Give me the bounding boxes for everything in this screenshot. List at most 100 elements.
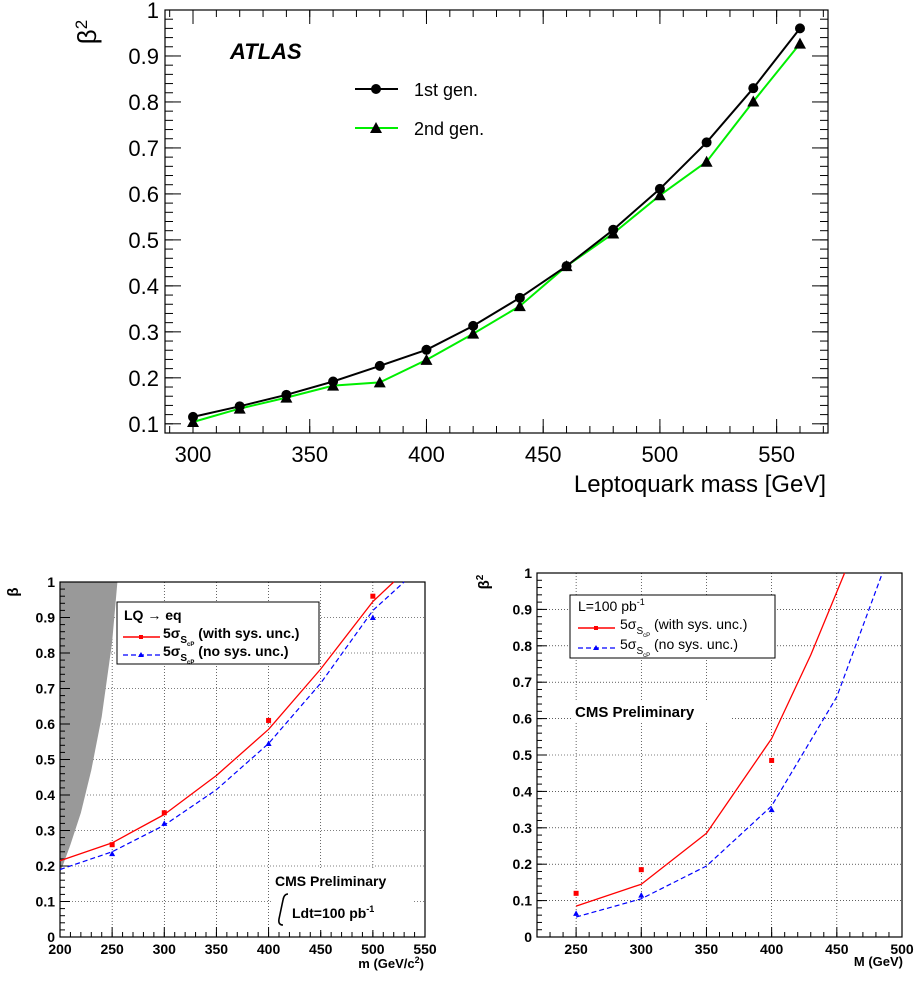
data-point-1st-gen bbox=[748, 83, 759, 94]
y-tick-label: 1 bbox=[147, 0, 159, 23]
data-point-1st-gen bbox=[374, 360, 385, 371]
fit-curve-with-sys bbox=[575, 572, 846, 907]
data-point-2nd-gen bbox=[793, 37, 806, 49]
y-tick-label: 0.5 bbox=[36, 752, 56, 768]
x-tick-label: 450 bbox=[825, 941, 849, 957]
y-tick-label: 0.3 bbox=[128, 320, 159, 345]
data-point-no-sys bbox=[573, 910, 580, 916]
data-point-with-sys bbox=[370, 593, 376, 599]
y-tick-label: 0.7 bbox=[513, 674, 533, 690]
y-tick-label: 0.2 bbox=[513, 856, 533, 872]
legend-marker-no-sys bbox=[138, 652, 144, 657]
data-point-2nd-gen bbox=[700, 155, 713, 167]
y-tick-label: 0.4 bbox=[513, 783, 533, 799]
y-tick-label: 0.3 bbox=[513, 820, 533, 836]
legend-marker-with-sys bbox=[139, 635, 143, 639]
x-tick-label: 200 bbox=[48, 941, 72, 957]
data-point-2nd-gen bbox=[373, 376, 386, 388]
legend-marker-2nd-gen bbox=[370, 122, 382, 133]
data-point-1st-gen bbox=[468, 320, 479, 331]
legend-label-no-sys: 5σScP (no sys. unc.) bbox=[163, 643, 289, 666]
data-series bbox=[187, 23, 806, 427]
legend-marker-with-sys bbox=[594, 626, 598, 630]
y-tick-label: 1 bbox=[47, 574, 55, 590]
data-point-1st-gen bbox=[654, 183, 665, 194]
x-tick-label: 550 bbox=[758, 442, 795, 467]
x-tick-label: 400 bbox=[257, 941, 281, 957]
data-series bbox=[59, 581, 405, 871]
x-axis-label: M (GeV) bbox=[854, 954, 903, 969]
data-point-with-sys bbox=[769, 757, 775, 763]
cms-preliminary-label: CMS Preliminary bbox=[575, 704, 695, 721]
x-tick-label: 500 bbox=[642, 442, 679, 467]
data-point-1st-gen bbox=[514, 292, 525, 303]
x-tick-label: 300 bbox=[630, 941, 654, 957]
plot-frame bbox=[164, 9, 829, 434]
y-tick-label: 0.8 bbox=[128, 90, 159, 115]
atlas-label: ATLAS bbox=[229, 39, 302, 64]
y-tick-label: 0.7 bbox=[36, 681, 56, 697]
legend-label-1st-gen: 1st gen. bbox=[414, 80, 478, 100]
series-line-2nd-gen bbox=[192, 42, 801, 423]
data-point-no-sys bbox=[109, 850, 116, 857]
chart-atlas: 300 350 400 450 500 550 0.1 0.2 0.3 0.4 0.5 0.6 0.7 0… bbox=[72, 0, 829, 498]
y-tick-label: 0.5 bbox=[128, 228, 159, 253]
data-point-1st-gen bbox=[188, 411, 199, 422]
legend: LQ → eq 5σScP (with sys. unc.) 5σScP (no… bbox=[116, 601, 320, 666]
series-line-1st-gen bbox=[192, 27, 801, 418]
chart-cms-beta-squared: 250 300 350 400 450 500 0 0.1 0.2 0.3 0.4 0.5 0.6 0.7… bbox=[475, 565, 914, 969]
data-point-1st-gen bbox=[561, 261, 572, 272]
y-tick-label: 0.6 bbox=[513, 711, 533, 727]
legend: 1st gen. 2nd gen. bbox=[355, 80, 484, 139]
y-tick-label: 1 bbox=[524, 565, 532, 581]
y-tick-label: 0.9 bbox=[36, 610, 56, 626]
y-tick-label: 0.8 bbox=[513, 638, 533, 654]
legend-label-no-sys: 5σScP (no sys. unc.) bbox=[620, 636, 738, 659]
data-point-1st-gen bbox=[281, 389, 292, 400]
x-tick-label: 500 bbox=[361, 941, 385, 957]
data-series bbox=[573, 572, 883, 918]
legend-label-2nd-gen: 2nd gen. bbox=[414, 119, 484, 139]
y-tick-label: 0.2 bbox=[36, 858, 56, 874]
data-point-2nd-gen bbox=[653, 189, 666, 201]
axis-ticks: 200 250 300 350 400 450 500 550 0 0.1 0.2 0.3 0.4 0.5… bbox=[36, 574, 437, 957]
x-tick-label: 350 bbox=[695, 941, 719, 957]
y-tick-label: 0.8 bbox=[36, 645, 56, 661]
excluded-region bbox=[60, 582, 118, 874]
axis-ticks: 300 350 400 450 500 550 0.1 0.2 0.3 0.4 0.5 0.6 0.7 0… bbox=[128, 0, 828, 467]
x-tick-label: 300 bbox=[153, 941, 177, 957]
x-tick-label: 250 bbox=[100, 941, 124, 957]
y-tick-label: 0 bbox=[47, 929, 55, 945]
annotation-box bbox=[572, 700, 730, 722]
x-tick-label: 400 bbox=[408, 442, 445, 467]
y-tick-label: 0.1 bbox=[128, 412, 159, 437]
y-tick-label: 0.6 bbox=[36, 716, 56, 732]
x-tick-label: 450 bbox=[525, 442, 562, 467]
x-tick-label: 450 bbox=[309, 941, 333, 957]
data-point-with-sys bbox=[266, 717, 272, 723]
data-point-1st-gen bbox=[234, 401, 245, 412]
y-tick-label: 0.4 bbox=[128, 274, 159, 299]
y-tick-label: 0.6 bbox=[128, 182, 159, 207]
data-point-no-sys bbox=[161, 820, 168, 826]
legend-marker-no-sys bbox=[593, 645, 599, 650]
x-axis-label: m (GeV/c2) bbox=[358, 955, 424, 971]
legend-label-with-sys: 5σScP (with sys. unc.) bbox=[163, 625, 299, 648]
data-point-no-sys bbox=[638, 892, 645, 898]
y-tick-label: 0.5 bbox=[513, 747, 533, 763]
x-tick-label: 350 bbox=[291, 442, 328, 467]
x-tick-label: 500 bbox=[890, 941, 914, 957]
y-tick-label: 0.1 bbox=[36, 894, 56, 910]
y-axis-label: β2 bbox=[475, 574, 493, 589]
x-tick-label: 300 bbox=[175, 442, 212, 467]
data-point-1st-gen bbox=[328, 376, 339, 387]
data-point-1st-gen bbox=[421, 344, 432, 355]
legend-title: L=100 pb-1 bbox=[578, 597, 645, 614]
fit-curve-no-sys bbox=[59, 581, 405, 871]
legend-label-with-sys: 5σScP (with sys. unc.) bbox=[620, 616, 747, 639]
data-point-2nd-gen bbox=[420, 353, 433, 365]
data-point-1st-gen bbox=[794, 23, 805, 34]
fit-curve-with-sys bbox=[59, 581, 395, 862]
data-point-2nd-gen bbox=[467, 327, 480, 339]
